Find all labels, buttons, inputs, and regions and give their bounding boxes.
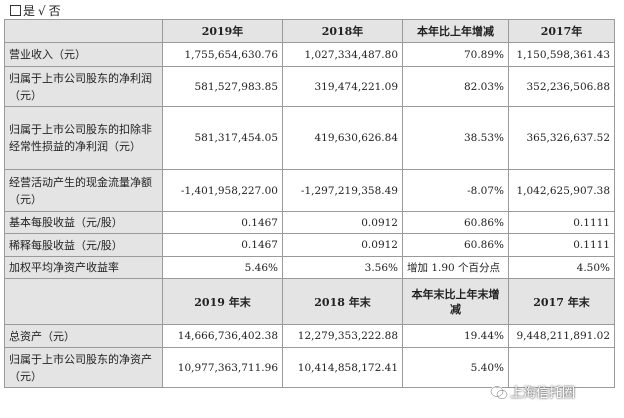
header-change: 本年比上年增减 [402, 19, 509, 43]
yes-label: 是 [23, 4, 36, 18]
value-2017: 365,326,637.52 [508, 106, 615, 170]
row-label: 归属于上市公司股东的净利润（元） [4, 66, 163, 107]
value-change: 60.86% [402, 233, 509, 257]
value-2019-end: 10,977,363,711.96 [162, 347, 283, 388]
table-header-row: 2019年 2018年 本年比上年增减 2017年 [4, 19, 615, 43]
table-header-row: 2019 年末 2018 年末 本年末比上年末增减 2017 年末 [4, 278, 615, 325]
header-change-end: 本年末比上年末增减 [402, 278, 509, 325]
header-cell-blank [4, 19, 163, 43]
value-2017: 0.1111 [508, 211, 615, 234]
row-label: 归属于上市公司股东的净资产（元） [4, 347, 163, 388]
value-change: 82.03% [402, 66, 509, 107]
value-2018: 1,027,334,487.80 [282, 42, 403, 67]
value-2018: 3.56% [282, 256, 403, 279]
wechat-icon [490, 385, 508, 408]
value-2018: 0.0912 [282, 211, 403, 234]
value-2017-end: 9,448,211,891.02 [508, 324, 615, 348]
value-2018: 0.0912 [282, 233, 403, 257]
table-row: 归属于上市公司股东的扣除非经常性损益的净利润（元） 581,317,454.05… [4, 106, 615, 170]
value-2017: 1,042,625,907.38 [508, 169, 615, 212]
value-2018: 319,474,221.09 [282, 66, 403, 107]
value-change: 70.89% [402, 42, 509, 67]
value-2019: 0.1467 [162, 211, 283, 234]
table-row: 经营活动产生的现金流量净额（元） -1,401,958,227.00 -1,29… [4, 169, 615, 212]
row-label: 营业收入（元） [4, 42, 163, 67]
value-2017: 0.1111 [508, 233, 615, 257]
table-row: 基本每股收益（元/股） 0.1467 0.0912 60.86% 0.1111 [4, 211, 615, 234]
value-change: 38.53% [402, 106, 509, 170]
value-2017-end [508, 347, 615, 388]
value-2018: 419,630,626.84 [282, 106, 403, 170]
check-mark: √ [38, 4, 46, 18]
value-2019-end: 14,666,736,402.38 [162, 324, 283, 348]
row-label: 加权平均净资产收益率 [4, 256, 163, 279]
value-change: -8.07% [402, 169, 509, 212]
value-2019: -1,401,958,227.00 [162, 169, 283, 212]
value-2017: 1,150,598,361.43 [508, 42, 615, 67]
value-2018-end: 10,414,858,172.41 [282, 347, 403, 388]
no-label: 否 [48, 4, 61, 18]
table-row: 归属于上市公司股东的净资产（元） 10,977,363,711.96 10,41… [4, 347, 615, 388]
value-2017: 4.50% [508, 256, 615, 279]
value-2019: 581,527,983.85 [162, 66, 283, 107]
value-change: 增加 1.90 个百分点 [402, 256, 509, 279]
checkbox-line: 是 √ 否 [10, 2, 64, 20]
checkbox-icon [10, 5, 21, 16]
header-2018-end: 2018 年末 [282, 278, 403, 325]
header-2019: 2019年 [162, 19, 283, 43]
header-2017-end: 2017 年末 [508, 278, 615, 325]
row-label: 总资产（元） [4, 324, 163, 348]
table-row: 总资产（元） 14,666,736,402.38 12,279,353,222.… [4, 324, 615, 348]
table-row: 归属于上市公司股东的净利润（元） 581,527,983.85 319,474,… [4, 66, 615, 107]
value-2019: 0.1467 [162, 233, 283, 257]
table-row: 加权平均净资产收益率 5.46% 3.56% 增加 1.90 个百分点 4.50… [4, 256, 615, 279]
header-2017: 2017年 [508, 19, 615, 43]
row-label: 基本每股收益（元/股） [4, 211, 163, 234]
value-2019: 581,317,454.05 [162, 106, 283, 170]
watermark-text: 上海信托圈 [510, 386, 576, 401]
financial-table: 2019年 2018年 本年比上年增减 2017年 营业收入（元） 1,755,… [4, 19, 615, 388]
row-label: 经营活动产生的现金流量净额（元） [4, 169, 163, 212]
table-row: 稀释每股收益（元/股） 0.1467 0.0912 60.86% 0.1111 [4, 233, 615, 257]
table-row: 营业收入（元） 1,755,654,630.76 1,027,334,487.8… [4, 42, 615, 67]
row-label: 稀释每股收益（元/股） [4, 233, 163, 257]
value-2019: 5.46% [162, 256, 283, 279]
value-change-end: 5.40% [402, 347, 509, 388]
value-change: 60.86% [402, 211, 509, 234]
value-2017: 352,236,506.88 [508, 66, 615, 107]
header-2019-end: 2019 年末 [162, 278, 283, 325]
value-2018-end: 12,279,353,222.88 [282, 324, 403, 348]
value-change-end: 19.44% [402, 324, 509, 348]
header-2018: 2018年 [282, 19, 403, 43]
value-2018: -1,297,219,358.49 [282, 169, 403, 212]
row-label: 归属于上市公司股东的扣除非经常性损益的净利润（元） [4, 106, 163, 170]
value-2019: 1,755,654,630.76 [162, 42, 283, 67]
header-cell-blank [4, 278, 163, 325]
watermark: 上海信托圈 [490, 384, 575, 404]
